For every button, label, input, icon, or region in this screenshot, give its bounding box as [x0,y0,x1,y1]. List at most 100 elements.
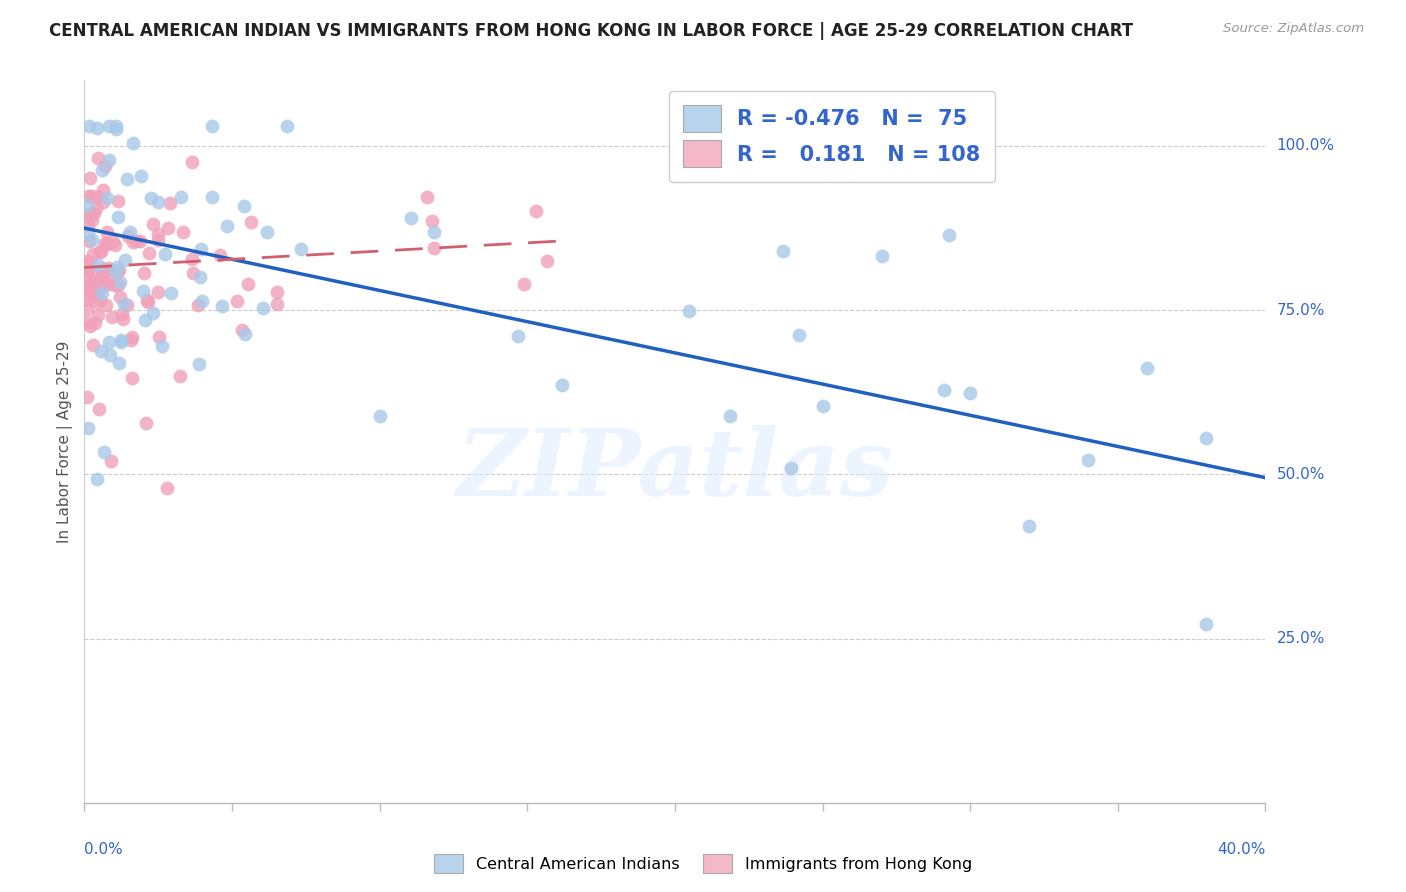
Point [97,260,120,275]
Point [76,302,98,317]
Point [83,288,105,302]
Point [122,235,145,249]
Point [156,220,179,235]
Point [94,235,117,250]
Point [117,229,139,244]
Point [160,286,183,301]
Point [76,288,98,302]
Point [111,307,134,321]
Point [77,421,100,435]
Point [110,333,132,347]
Point [84,316,107,330]
Point [79,319,101,334]
Point [118,225,141,239]
Point [90,274,112,288]
Point [86,121,108,136]
Point [191,293,214,308]
Point [97,153,120,167]
Point [87,274,110,288]
Point [98,348,121,362]
Point [423,226,446,240]
Point [101,235,124,249]
Point [87,273,110,287]
Point [77,226,100,240]
Point [959,386,981,401]
Point [91,195,114,210]
Point [208,247,231,261]
Point [94,298,117,312]
Point [215,219,238,233]
Point [121,330,143,344]
Point [80,234,103,248]
Point [105,260,128,274]
Point [90,343,112,358]
Point [148,233,170,247]
Point [932,383,955,397]
Point [120,333,142,347]
Point [201,120,224,134]
Point [399,211,422,225]
Point [110,335,132,350]
Point [132,284,155,298]
Text: ZIPatlas: ZIPatlas [457,425,893,516]
Point [100,310,122,325]
Point [79,171,101,186]
Point [524,204,547,219]
Point [232,199,254,213]
Point [423,241,446,255]
Point [146,194,169,209]
Point [238,277,260,291]
Point [77,234,100,248]
Point [1195,431,1218,445]
Point [1018,518,1040,533]
Point [80,208,103,222]
Point [122,136,145,150]
Point [938,228,960,243]
Point [100,454,122,468]
Point [76,258,98,272]
Point [96,237,118,252]
Point [181,266,204,280]
Point [290,242,312,256]
Point [420,214,443,228]
Point [138,295,160,310]
Point [153,247,176,261]
Point [82,338,104,352]
Point [112,297,135,311]
Point [108,356,131,370]
Point [159,196,181,211]
Point [772,244,794,258]
Point [89,244,111,259]
Point [121,370,143,384]
Point [150,339,173,353]
Point [103,278,125,293]
Point [90,244,112,259]
Point [86,295,108,310]
Point [135,417,157,431]
Point [252,301,274,316]
Point [76,278,98,293]
Point [87,259,110,273]
Point [93,445,115,459]
Point [276,120,298,134]
Point [188,357,211,371]
Point [136,293,159,308]
Point [91,270,114,285]
Point [97,334,120,349]
Point [76,282,98,296]
Point [256,225,278,239]
Point [76,254,98,268]
Point [129,234,152,248]
Point [551,378,574,392]
Point [86,471,108,485]
Text: 40.0%: 40.0% [1218,842,1265,856]
Point [266,297,288,311]
Point [201,190,224,204]
Text: CENTRAL AMERICAN INDIAN VS IMMIGRANTS FROM HONG KONG IN LABOR FORCE | AGE 25-29 : CENTRAL AMERICAN INDIAN VS IMMIGRANTS FR… [49,22,1133,40]
Point [129,169,152,183]
Point [96,226,118,240]
Point [678,304,700,318]
Point [1077,452,1099,467]
Point [172,225,194,239]
Point [89,281,111,295]
